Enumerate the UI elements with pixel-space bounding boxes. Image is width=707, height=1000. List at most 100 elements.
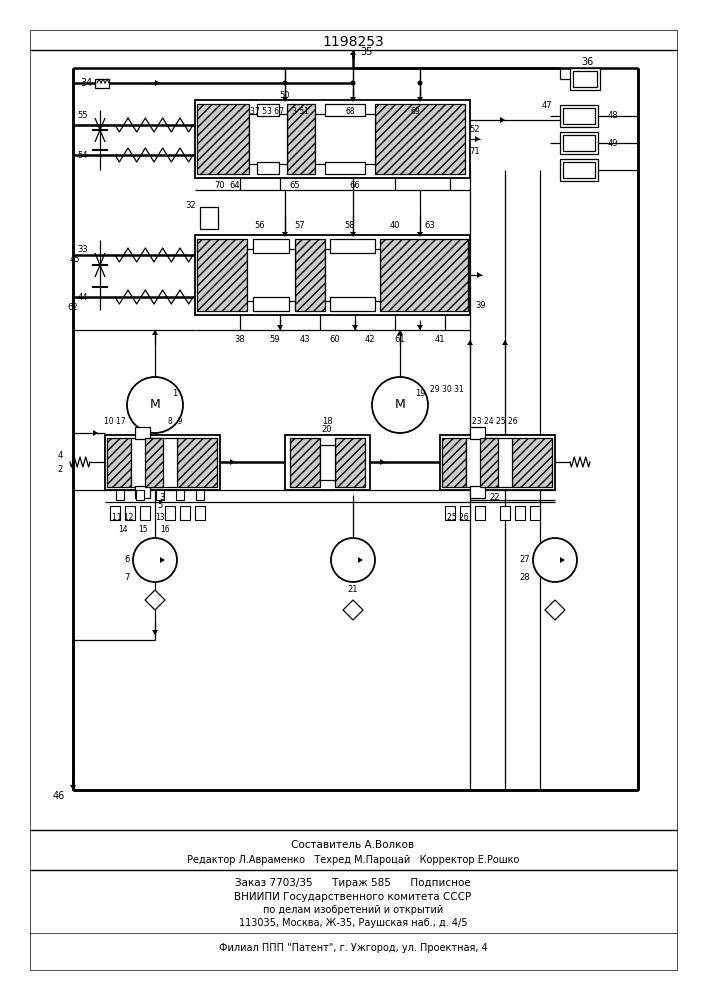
- Polygon shape: [417, 232, 423, 237]
- Text: 14: 14: [118, 526, 128, 534]
- Text: 61: 61: [395, 336, 405, 344]
- Polygon shape: [282, 232, 288, 237]
- Text: 71: 71: [469, 147, 480, 156]
- Polygon shape: [358, 557, 363, 563]
- Bar: [335, 438, 365, 487]
- Circle shape: [372, 377, 428, 433]
- Bar: [196, 490, 204, 500]
- Text: 65: 65: [290, 180, 300, 190]
- Text: 46: 46: [53, 791, 65, 801]
- Text: 32: 32: [185, 200, 196, 210]
- Text: 58: 58: [345, 221, 356, 230]
- Bar: [95, 79, 109, 88]
- Text: 27: 27: [520, 556, 530, 564]
- Text: 13: 13: [156, 514, 165, 522]
- Bar: [177, 438, 217, 487]
- Bar: [165, 506, 175, 520]
- Bar: [515, 506, 525, 520]
- Bar: [460, 506, 470, 520]
- Circle shape: [418, 81, 423, 86]
- Text: по делам изобретений и открытий: по делам изобретений и открытий: [263, 905, 443, 915]
- Text: 28: 28: [520, 574, 530, 582]
- Text: 60: 60: [329, 336, 340, 344]
- Bar: [156, 490, 164, 500]
- Text: 3 51: 3 51: [291, 106, 308, 115]
- Bar: [563, 135, 595, 151]
- Text: Составитель А.Волков: Составитель А.Волков: [291, 840, 414, 850]
- Bar: [500, 506, 510, 520]
- Bar: [247, 249, 295, 301]
- Bar: [116, 490, 124, 500]
- Bar: [195, 506, 205, 520]
- Bar: [145, 438, 163, 487]
- Text: 70: 70: [215, 180, 226, 190]
- Text: 42: 42: [365, 336, 375, 344]
- Text: 37 53 67: 37 53 67: [250, 106, 284, 115]
- Text: 19: 19: [415, 388, 425, 397]
- Polygon shape: [467, 340, 473, 345]
- Text: 45: 45: [69, 255, 80, 264]
- Bar: [131, 438, 177, 487]
- Polygon shape: [155, 80, 160, 86]
- Text: Заказ 7703/35      Тираж 585      Подписное: Заказ 7703/35 Тираж 585 Подписное: [235, 878, 471, 888]
- Text: 66: 66: [350, 180, 361, 190]
- Bar: [195, 100, 470, 178]
- Polygon shape: [70, 785, 76, 790]
- Text: 3: 3: [159, 493, 165, 502]
- Bar: [442, 438, 466, 487]
- Text: 55: 55: [78, 110, 88, 119]
- Text: 25 26: 25 26: [448, 514, 469, 522]
- Bar: [200, 207, 218, 229]
- Bar: [290, 438, 320, 487]
- Text: 63: 63: [425, 221, 436, 230]
- Bar: [107, 438, 131, 487]
- Bar: [330, 239, 375, 253]
- Bar: [530, 506, 540, 520]
- Bar: [257, 162, 279, 174]
- Bar: [105, 435, 220, 490]
- Text: 47: 47: [542, 101, 552, 109]
- Bar: [570, 68, 600, 90]
- Bar: [249, 114, 287, 164]
- Bar: [325, 162, 365, 174]
- Text: 11 12: 11 12: [112, 514, 134, 522]
- Bar: [287, 104, 315, 174]
- Polygon shape: [152, 330, 158, 335]
- Text: 22: 22: [490, 493, 501, 502]
- Circle shape: [533, 538, 577, 582]
- Polygon shape: [502, 340, 508, 345]
- Polygon shape: [475, 136, 480, 142]
- Text: 1198253: 1198253: [322, 35, 384, 49]
- Text: 8  9: 8 9: [168, 416, 182, 426]
- Text: 38: 38: [235, 336, 245, 344]
- Text: 62: 62: [67, 302, 78, 312]
- Bar: [330, 297, 375, 311]
- Text: 44: 44: [78, 292, 88, 302]
- Circle shape: [283, 81, 288, 86]
- Polygon shape: [152, 630, 158, 635]
- Text: 10 17: 10 17: [104, 416, 126, 426]
- Polygon shape: [500, 117, 505, 123]
- Polygon shape: [350, 97, 356, 102]
- Polygon shape: [277, 325, 283, 330]
- Bar: [466, 438, 512, 487]
- Bar: [136, 490, 144, 500]
- Text: 54: 54: [78, 150, 88, 159]
- Polygon shape: [560, 557, 565, 563]
- Bar: [253, 297, 289, 311]
- Bar: [325, 249, 380, 301]
- Text: 113035, Москва, Ж-35, Раушская наб., д. 4/5: 113035, Москва, Ж-35, Раушская наб., д. …: [239, 918, 467, 928]
- Polygon shape: [230, 459, 235, 465]
- Text: 36: 36: [581, 57, 593, 67]
- Polygon shape: [417, 97, 423, 102]
- Polygon shape: [93, 430, 98, 436]
- Polygon shape: [282, 97, 288, 102]
- Text: 23 24 25 26: 23 24 25 26: [472, 416, 518, 426]
- Polygon shape: [380, 459, 385, 465]
- Circle shape: [331, 538, 375, 582]
- Text: ВНИИПИ Государственного комитета СССР: ВНИИПИ Государственного комитета СССР: [235, 892, 472, 902]
- Circle shape: [351, 81, 356, 86]
- Bar: [195, 235, 470, 315]
- Polygon shape: [343, 600, 363, 620]
- Text: 69: 69: [410, 106, 420, 115]
